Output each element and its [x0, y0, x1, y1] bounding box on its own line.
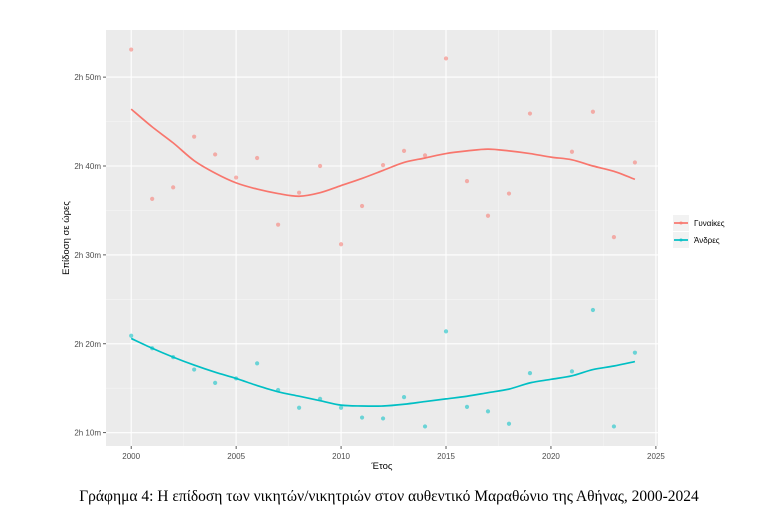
data-point — [380, 416, 386, 421]
series-women — [129, 47, 638, 247]
data-point — [590, 109, 596, 114]
y-tick-label: 2h 30m — [74, 251, 101, 260]
data-point — [296, 190, 302, 195]
major-gridlines — [106, 30, 658, 446]
data-point — [401, 148, 407, 153]
data-point — [129, 47, 134, 52]
data-point — [569, 369, 575, 374]
series-men — [129, 307, 638, 429]
data-point — [485, 213, 491, 218]
data-point — [464, 179, 470, 184]
y-tick-label: 2h 10m — [74, 429, 101, 438]
smooth-line — [130, 108, 636, 198]
data-point — [401, 395, 407, 400]
data-point — [359, 415, 365, 420]
data-point — [611, 424, 617, 429]
data-point — [506, 191, 512, 196]
data-point — [443, 56, 449, 61]
minor-gridlines — [106, 30, 658, 446]
smooth-line — [130, 337, 636, 408]
data-point — [338, 405, 344, 410]
data-point — [359, 203, 365, 209]
legend-label: Άνδρες — [694, 236, 720, 245]
y-tick-label: 2h 50m — [74, 73, 101, 82]
data-point — [632, 160, 638, 165]
data-point — [129, 333, 134, 338]
data-point — [632, 350, 638, 355]
x-axis: 2000 2005 2010 2015 2020 2025 — [122, 446, 665, 461]
data-point — [192, 134, 197, 139]
legend: Γυναίκες Άνδρες — [673, 215, 725, 248]
series-layer — [129, 47, 638, 429]
data-point — [380, 163, 386, 168]
x-tick-label: 2015 — [437, 452, 455, 461]
data-point — [611, 235, 617, 240]
x-tick-label: 2010 — [332, 452, 350, 461]
legend-point — [679, 238, 683, 242]
y-tick-label: 2h 40m — [74, 162, 101, 171]
data-point — [296, 405, 302, 410]
x-tick-label: 2020 — [542, 452, 560, 461]
data-point — [192, 367, 197, 372]
data-point — [276, 222, 281, 227]
data-point — [464, 404, 470, 409]
data-point — [255, 155, 260, 161]
data-point — [338, 242, 344, 247]
y-axis-title: Επίδοση σε ώρες — [61, 201, 72, 275]
data-point — [150, 196, 155, 201]
data-point — [422, 153, 428, 158]
data-point — [317, 163, 323, 169]
figure-caption: Γράφημα 4: Η επίδοση των νικητών/νικητρι… — [79, 488, 699, 505]
x-tick-label: 2000 — [122, 452, 140, 461]
data-point — [213, 380, 218, 385]
data-point — [255, 361, 260, 366]
data-point — [171, 185, 176, 190]
data-point — [443, 329, 449, 334]
x-tick-label: 2005 — [227, 452, 245, 461]
data-point — [527, 111, 533, 116]
data-point — [422, 424, 428, 429]
legend-label: Γυναίκες — [694, 219, 725, 228]
data-point — [506, 421, 512, 426]
x-axis-title: Έτος — [371, 461, 393, 472]
data-point — [569, 149, 575, 154]
y-axis: 2h 10m 2h 20m 2h 30m 2h 40m 2h 50m — [74, 73, 106, 438]
x-tick-label: 2025 — [647, 452, 665, 461]
data-point — [213, 152, 218, 157]
plot-panel — [106, 30, 658, 446]
data-point — [234, 175, 239, 180]
data-point — [527, 371, 533, 376]
legend-point — [679, 221, 683, 225]
data-point — [590, 307, 596, 313]
data-point — [485, 409, 491, 414]
y-tick-label: 2h 20m — [74, 340, 101, 349]
